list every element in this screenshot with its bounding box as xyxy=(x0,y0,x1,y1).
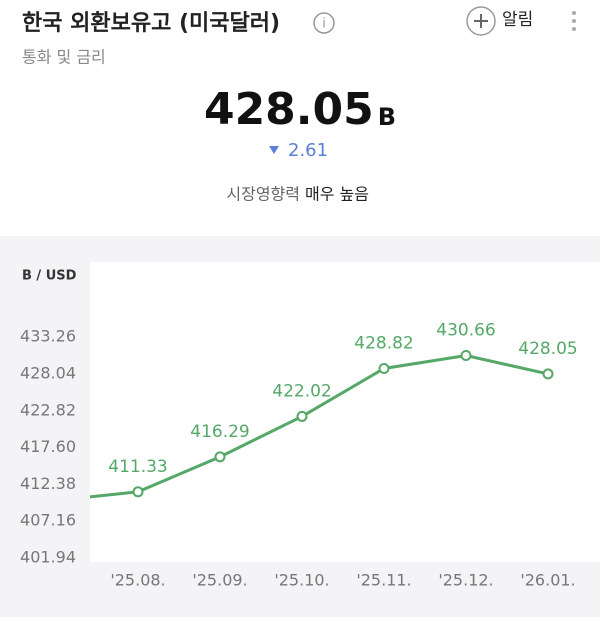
plot xyxy=(90,350,554,499)
x-tick-label: '25.11. xyxy=(356,571,411,590)
x-tick-label: '25.08. xyxy=(110,571,165,590)
y-tick-label: 433.26 xyxy=(20,327,76,346)
data-label: 411.33 xyxy=(108,457,167,477)
point xyxy=(296,410,308,422)
x-tick-label: '25.12. xyxy=(438,571,493,590)
down-arrow xyxy=(269,146,279,154)
impact-value: 매우 높음 xyxy=(305,185,369,204)
y-tick-label: 428.04 xyxy=(20,363,76,382)
change: 2.61 xyxy=(288,140,328,161)
data-label: 416.29 xyxy=(190,422,249,442)
data-label: 430.66 xyxy=(436,321,495,341)
alert-button[interactable]: 알림 xyxy=(466,6,533,36)
y-tick-label: 401.94 xyxy=(20,548,76,567)
data-label: 428.82 xyxy=(354,333,413,353)
point xyxy=(542,368,554,380)
y-unit: B / USD xyxy=(22,269,77,284)
point xyxy=(378,362,390,374)
y-tick-label: 417.60 xyxy=(20,437,76,456)
y-tick-label: 407.16 xyxy=(20,511,76,530)
unit: B xyxy=(378,103,396,131)
point xyxy=(132,486,144,498)
data-label: 422.02 xyxy=(272,381,331,401)
alert-label[interactable]: 알림 xyxy=(502,10,533,30)
value: 428.05 xyxy=(204,84,374,135)
x-tick-label: '25.10. xyxy=(274,571,329,590)
y-tick-label: 422.82 xyxy=(20,400,76,419)
title: 한국 외환보유고 (미국달러) xyxy=(22,11,280,36)
menu-button[interactable] xyxy=(572,11,576,31)
x-tick-label: '26.01. xyxy=(520,571,575,590)
impact-label: 시장영향력 xyxy=(226,185,300,204)
svg-text:i: i xyxy=(322,17,326,32)
subtitle: 통화 및 금리 xyxy=(22,48,106,67)
x-tick-label: '25.09. xyxy=(192,571,247,590)
point xyxy=(460,350,472,362)
data-label: 428.05 xyxy=(518,339,577,359)
info-icon[interactable]: i xyxy=(313,12,335,34)
point xyxy=(214,451,226,463)
plot-panel xyxy=(90,262,600,562)
y-tick-label: 412.38 xyxy=(20,474,76,493)
